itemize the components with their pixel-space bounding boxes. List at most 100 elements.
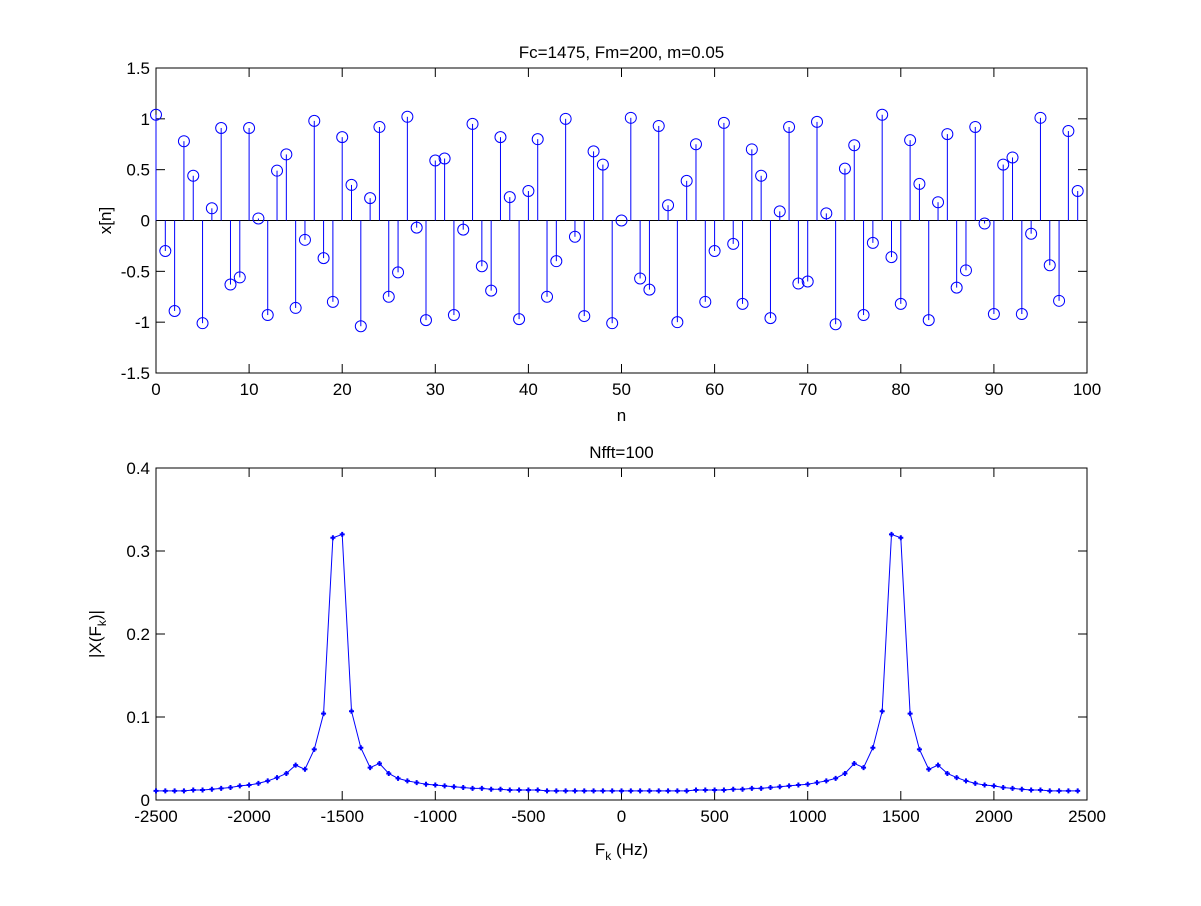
stem-marker [941,128,954,141]
data-point [907,711,913,717]
stem-marker [159,245,172,257]
stem-marker [150,108,162,121]
x-axis-label: Fk (Hz) [595,840,648,863]
stem-marker [503,191,516,204]
y-tick-label: -0.5 [121,262,150,281]
data-point [991,783,997,789]
x-label-main: F [595,840,605,859]
data-point [432,782,438,788]
stem-marker [1062,125,1075,138]
data-point [172,788,178,794]
stem-marker [317,252,330,265]
data-point [609,788,615,794]
x-tick-label: -1000 [414,807,457,826]
data-point [367,765,373,771]
stem-marker [475,260,488,273]
data-point [954,775,960,781]
stem-marker [745,143,758,156]
stem-marker [1071,185,1084,198]
y-tick-label: 0 [141,791,150,810]
stem-marker [364,192,377,205]
stem-marker [662,199,675,212]
data-point [674,788,680,794]
x-tick-label: 90 [984,380,1003,399]
x-tick-label: 2500 [1068,807,1106,826]
stem-marker [922,314,935,327]
stem-marker [513,313,526,326]
data-point [600,788,606,794]
stem-marker [643,283,656,296]
data-point [833,775,839,781]
data-point [982,782,988,788]
data-point [497,786,503,792]
stem-marker [336,131,349,144]
x-axis-label: n [617,406,626,425]
stem-marker [773,205,786,218]
data-point [1010,785,1016,791]
data-point [916,746,922,752]
stem-marker [215,121,228,134]
y-tick-label: 0.3 [126,542,150,561]
stem-marker [764,312,777,325]
data-point [1056,788,1062,794]
data-point [181,788,187,794]
stem-marker [596,158,609,171]
data-point [1047,788,1053,794]
stem-marker [298,233,311,246]
data-point [1037,787,1043,793]
x-tick-label: -2500 [134,807,177,826]
stem-marker [466,117,479,130]
stem-marker [689,138,702,151]
data-point [339,531,345,537]
data-point [358,745,364,751]
y-tick-label: 0 [141,212,150,231]
data-point [693,787,699,793]
y-tick-label: 1 [141,110,150,129]
y-tick-label: 0.5 [126,161,150,180]
data-point [442,783,448,789]
stem-marker [308,114,321,127]
axes-box [155,467,1088,801]
data-point [935,762,941,768]
x-tick-label: 500 [700,807,728,826]
stem-marker [354,320,367,333]
stem-marker [196,317,209,330]
y-label-post: )| [86,610,105,620]
stem-marker [1034,111,1047,124]
data-point [823,778,829,784]
stem-marker [959,264,972,277]
data-point [237,783,243,789]
stem-marker [401,110,414,123]
stem-marker [634,272,647,285]
data-point [330,535,336,541]
data-point [516,787,522,793]
data-point [1000,785,1006,791]
stem-marker [876,108,889,121]
stem-marker [727,237,740,250]
data-point [730,786,736,792]
data-point [581,788,587,794]
x-tick-label: 100 [1073,380,1101,399]
stem-marker [224,278,237,291]
data-point [870,745,876,751]
data-point [684,788,690,794]
data-point [200,787,206,793]
stem-marker [783,120,796,133]
data-point [1065,788,1071,794]
stem-marker [736,297,749,310]
stem-marker [261,309,274,322]
stem-marker [587,145,600,158]
x-tick-label: 50 [612,380,631,399]
data-point [656,788,662,794]
stem-marker [950,281,963,294]
stem-marker [345,178,358,191]
stem-marker [801,275,814,288]
data-point [861,765,867,771]
y-tick-label: -1 [135,313,150,332]
x-tick-label: 1000 [789,807,827,826]
data-point [302,766,308,772]
stem-marker [457,223,470,236]
data-point [349,708,355,714]
stem-marker [1006,151,1019,164]
